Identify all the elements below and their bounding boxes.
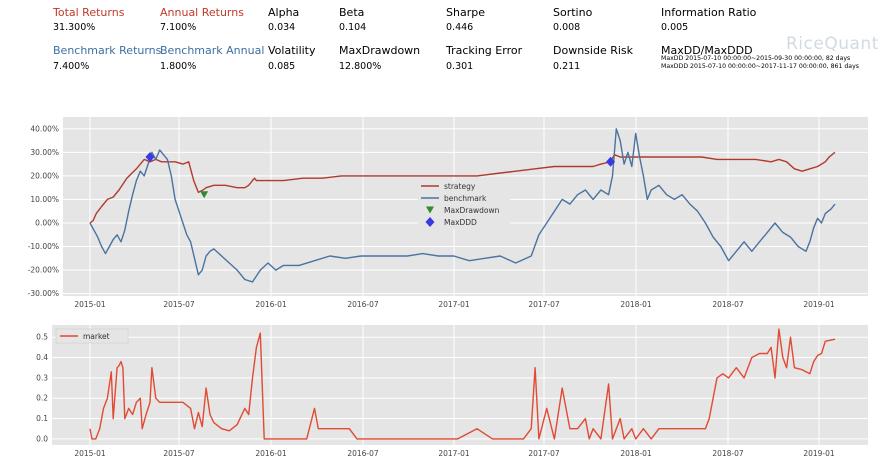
- metric-value: 12.800%: [339, 61, 382, 72]
- metric-label: MaxDD/MaxDDD: [661, 44, 753, 57]
- y-tick-label: 0.5: [36, 333, 48, 342]
- watermark-logo: RiceQuant: [786, 34, 879, 54]
- maxdd-note: MaxDD 2015-07-10 00:00:00~2015-09-30 00:…: [661, 55, 851, 62]
- legend-maxdd-swatch: [426, 206, 434, 214]
- y-tick-label: -10.00%: [28, 242, 59, 251]
- x-tick-label: 2016-01: [255, 300, 287, 309]
- x-tick-label: 2017-01: [438, 300, 470, 309]
- y-tick-label: 30.00%: [30, 148, 59, 157]
- y-tick-label: 20.00%: [30, 171, 59, 180]
- metric-label: Benchmark Annual: [160, 44, 265, 57]
- y-tick-label: 0.0: [36, 434, 48, 443]
- y-tick-label: -20.00%: [28, 266, 59, 275]
- metric-label: Sortino: [553, 6, 593, 19]
- metric-label: Tracking Error: [446, 44, 523, 57]
- metric-value: 0.005: [661, 22, 689, 33]
- metric-value: 31.300%: [53, 22, 96, 33]
- legend-maxddd-swatch: [425, 217, 435, 227]
- y-tick-label: -30.00%: [28, 289, 59, 298]
- metric-label: Downside Risk: [553, 44, 634, 57]
- legend-box: [55, 328, 129, 344]
- x-tick-label: 2018-01: [620, 449, 652, 458]
- metric-value: 0.008: [553, 22, 581, 33]
- legend-market-label: market: [83, 332, 110, 341]
- y-tick-label: 0.4: [36, 353, 48, 362]
- metric-label: Alpha: [268, 6, 300, 19]
- x-tick-label: 2019-01: [803, 449, 835, 458]
- metric-value: 0.301: [446, 61, 474, 72]
- metric-value: 0.446: [446, 22, 474, 33]
- maxddd-note: MaxDDD 2015-07-10 00:00:00~2017-11-17 00…: [661, 63, 859, 70]
- maxddd-marker: [606, 156, 616, 167]
- benchmark-line: [89, 128, 836, 283]
- x-tick-label: 2017-01: [438, 449, 470, 458]
- metric-label: Benchmark Returns: [53, 44, 162, 57]
- x-tick-label: 2018-07: [712, 300, 744, 309]
- metric-label: Information Ratio: [661, 6, 757, 19]
- x-tick-label: 2018-01: [620, 300, 652, 309]
- x-tick-label: 2015-07: [163, 300, 195, 309]
- metric-value: 1.800%: [160, 61, 197, 72]
- x-tick-label: 2016-07: [347, 300, 379, 309]
- x-tick-label: 2018-07: [712, 449, 744, 458]
- maxdrawdown-marker: [200, 191, 209, 199]
- x-tick-label: 2015-01: [74, 300, 106, 309]
- legend-benchmark-label: benchmark: [444, 194, 487, 203]
- y-tick-label: 0.2: [36, 394, 48, 403]
- x-tick-label: 2016-07: [347, 449, 379, 458]
- maxddd-marker: [145, 152, 155, 163]
- x-tick-label: 2015-01: [74, 449, 106, 458]
- y-tick-label: 0.1: [36, 414, 48, 423]
- metric-value: 0.211: [553, 61, 581, 72]
- market-panel: [52, 325, 868, 445]
- y-tick-label: 40.00%: [30, 124, 59, 133]
- x-tick-label: 2017-07: [528, 300, 560, 309]
- metric-value: 7.400%: [53, 61, 90, 72]
- y-tick-label: 10.00%: [30, 195, 59, 204]
- metric-label: Volatility: [268, 44, 316, 57]
- legend-maxdd-label: MaxDrawdown: [444, 206, 500, 215]
- metric-value: 0.104: [339, 22, 367, 33]
- legend-strategy-label: strategy: [444, 182, 476, 191]
- metric-value: 7.100%: [160, 22, 197, 33]
- x-tick-label: 2017-07: [528, 449, 560, 458]
- metric-value: 0.034: [268, 22, 296, 33]
- metric-label: Sharpe: [446, 6, 485, 19]
- metric-label: MaxDrawdown: [339, 44, 421, 57]
- metric-label: Beta: [339, 6, 365, 19]
- metric-label: Annual Returns: [160, 6, 244, 19]
- x-tick-label: 2019-01: [803, 300, 835, 309]
- market-line: [89, 328, 836, 440]
- strategy-line: [89, 151, 836, 224]
- x-tick-label: 2016-01: [255, 449, 287, 458]
- metric-value: 0.085: [268, 61, 296, 72]
- y-tick-label: 0.3: [36, 373, 48, 382]
- x-tick-label: 2015-07: [163, 449, 195, 458]
- metric-label: Total Returns: [53, 6, 125, 19]
- y-tick-label: 0.00%: [35, 218, 59, 227]
- legend-maxddd-label: MaxDDD: [444, 218, 477, 227]
